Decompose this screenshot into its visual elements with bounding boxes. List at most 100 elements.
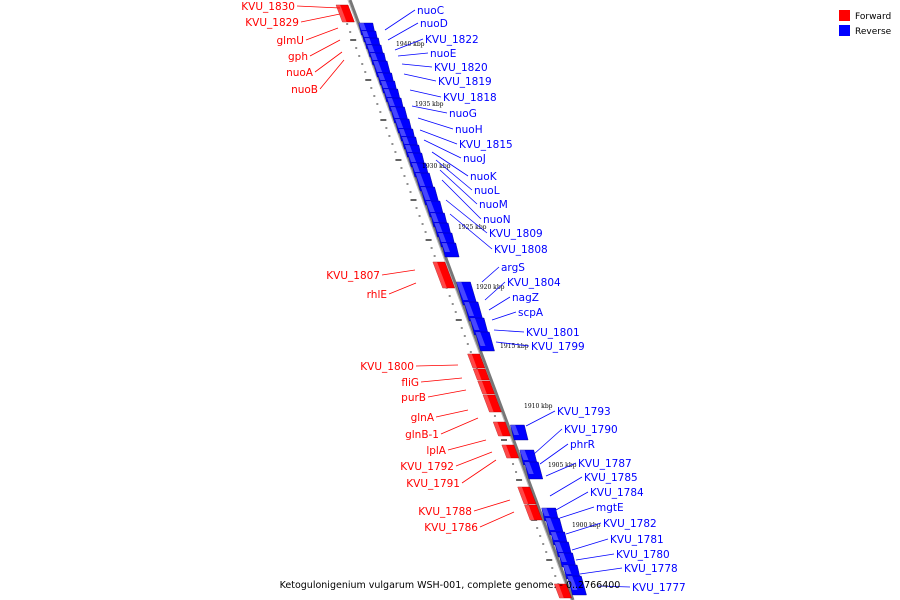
reverse-leader <box>411 105 448 114</box>
reverse-leader <box>431 151 469 177</box>
kbp-tick-label: 1930 kbp <box>422 163 451 170</box>
forward-leader <box>440 417 479 435</box>
reverse-gene-label: nuoG <box>449 108 477 120</box>
gene-highlight <box>524 462 534 474</box>
gene-highlight <box>404 145 413 152</box>
gene-highlight <box>545 518 555 530</box>
kbp-tick-label: 1925 kbp <box>458 224 487 231</box>
forward-gene-label: KVU_1786 <box>424 522 478 534</box>
forward-leader <box>388 282 417 295</box>
gene-highlight <box>517 487 529 504</box>
kbp-tick-label: 1915 kbp <box>500 343 529 350</box>
forward-gene-label: fliG <box>401 377 419 389</box>
forward-gene-label: nuoB <box>291 84 318 96</box>
reverse-gene <box>441 242 460 258</box>
position-ticks: 1940 kbp 1935 kbp 1930 kbp 1925 kbp 1920 kbp… <box>396 41 601 529</box>
gene-highlight <box>437 233 447 242</box>
gene-highlight <box>425 201 435 212</box>
forward-gene <box>524 504 543 521</box>
reverse-gene-label: KVU_1819 <box>438 76 492 88</box>
gene-highlight <box>364 38 372 44</box>
forward-leader <box>435 409 469 418</box>
reverse-leader <box>549 476 583 497</box>
reverse-gene-label: scpA <box>518 307 544 319</box>
forward-gene-label: nuoA <box>286 67 314 79</box>
gene-blocks <box>335 4 587 599</box>
gene-highlight <box>336 5 347 22</box>
reverse-leader <box>488 296 511 311</box>
forward-leader <box>455 451 493 467</box>
reverse-gene-label: nuoN <box>483 214 511 226</box>
reverse-gene <box>524 461 544 480</box>
reverse-leader <box>409 89 442 98</box>
forward-leader <box>300 13 341 23</box>
reverse-gene-label: phrR <box>570 439 595 451</box>
reverse-leader <box>495 341 530 347</box>
forward-leader <box>461 459 497 484</box>
gene-highlight <box>477 381 487 394</box>
gene-highlight <box>394 119 404 128</box>
kbp-tick-label: 1910 kbp <box>524 403 553 410</box>
reverse-gene-label: KVU_1780 <box>616 549 670 561</box>
gene-highlight <box>463 302 475 316</box>
gene-highlight <box>380 81 389 88</box>
reverse-gene-label: nuoE <box>430 48 456 60</box>
gene-highlight <box>519 450 529 460</box>
reverse-gene-label: KVU_1808 <box>494 244 548 256</box>
forward-gene-label: lplA <box>426 445 446 457</box>
reverse-gene-label: KVU_1785 <box>584 472 638 484</box>
forward-gene <box>335 4 355 23</box>
forward-leader <box>319 59 345 90</box>
reverse-leader <box>445 199 488 234</box>
reverse-leader <box>525 410 556 427</box>
reverse-leader <box>403 73 437 82</box>
forward-leader <box>296 5 341 9</box>
reverse-gene-label: argS <box>501 262 525 274</box>
legend-swatch <box>839 10 850 21</box>
reverse-leader <box>493 329 525 333</box>
forward-gene-label: glnA <box>411 412 435 424</box>
forward-leader <box>473 499 511 512</box>
kbp-tick-label: 1920 kbp <box>476 284 505 291</box>
forward-leader <box>381 269 416 276</box>
kbp-tick-label: 1940 kbp <box>396 41 425 48</box>
kbp-tick-label: 1905 kbp <box>548 462 577 469</box>
reverse-gene <box>475 331 495 352</box>
legend: Forward Reverse <box>839 10 892 37</box>
gene-highlight <box>387 98 395 106</box>
reverse-gene <box>510 424 529 441</box>
gene-highlight <box>467 354 478 368</box>
reverse-leader <box>597 585 631 588</box>
reverse-leader <box>439 169 478 205</box>
forward-leader <box>415 364 459 367</box>
kbp-tick-label: 1900 kbp <box>572 522 601 529</box>
reverse-leader <box>533 428 563 455</box>
forward-gene <box>501 444 520 459</box>
reverse-gene-label: KVU_1815 <box>459 139 513 151</box>
reverse-leader <box>481 266 500 283</box>
gene-highlight <box>510 425 520 435</box>
forward-gene <box>517 486 537 505</box>
gene-highlight <box>563 565 572 574</box>
reverse-gene-label: mgtE <box>596 502 624 514</box>
reverse-leader <box>394 38 424 51</box>
legend-label: Reverse <box>855 27 892 37</box>
gene-highlight <box>407 153 417 162</box>
reverse-gene-label: KVU_1793 <box>557 406 611 418</box>
reverse-gene-label: KVU_1782 <box>603 518 657 530</box>
reverse-leader <box>441 179 482 220</box>
reverse-leader <box>491 311 517 321</box>
reverse-leader <box>384 9 416 31</box>
forward-gene <box>472 368 490 381</box>
forward-gene-label: purB <box>401 392 426 404</box>
gene-highlight <box>390 107 400 118</box>
forward-gene-label: glnB-1 <box>405 429 439 441</box>
forward-gene <box>467 353 486 369</box>
gene-highlight <box>470 318 480 330</box>
gene-highlight <box>524 505 535 520</box>
reverse-gene-label: KVU_1822 <box>425 34 479 46</box>
forward-gene <box>482 394 502 413</box>
reverse-leader <box>484 281 506 301</box>
gene-highlight <box>434 223 443 232</box>
